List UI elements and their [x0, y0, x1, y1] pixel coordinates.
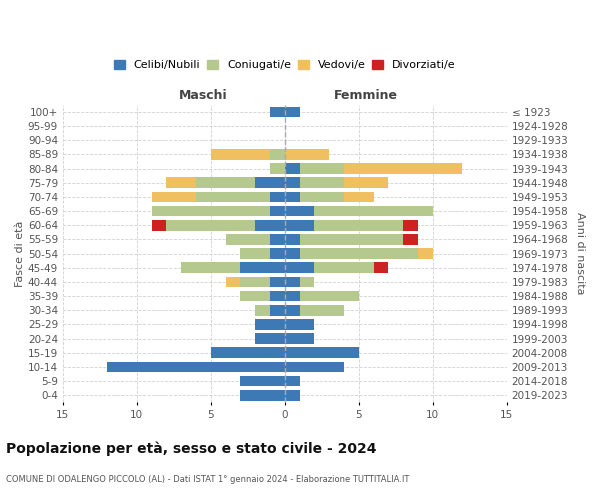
Bar — [226, 276, 241, 287]
Bar — [107, 362, 285, 372]
Bar — [241, 276, 270, 287]
Bar — [285, 376, 299, 386]
Legend: Celibi/Nubili, Coniugati/e, Vedovi/e, Divorziati/e: Celibi/Nubili, Coniugati/e, Vedovi/e, Di… — [114, 60, 456, 70]
Bar — [152, 220, 166, 230]
Bar — [285, 319, 314, 330]
Bar — [285, 305, 299, 316]
Bar — [285, 276, 299, 287]
Bar — [270, 276, 285, 287]
Bar — [299, 291, 359, 302]
Text: Popolazione per età, sesso e stato civile - 2024: Popolazione per età, sesso e stato civil… — [6, 441, 377, 456]
Bar — [299, 234, 403, 245]
Bar — [344, 192, 374, 202]
Bar — [299, 248, 418, 259]
Bar — [270, 192, 285, 202]
Bar — [270, 206, 285, 216]
Bar — [299, 276, 314, 287]
Bar — [211, 348, 285, 358]
Bar — [270, 248, 285, 259]
Bar — [255, 305, 270, 316]
Bar — [270, 291, 285, 302]
Y-axis label: Anni di nascita: Anni di nascita — [575, 212, 585, 295]
Bar — [418, 248, 433, 259]
Bar — [241, 248, 270, 259]
Text: Maschi: Maschi — [179, 89, 228, 102]
Bar — [285, 262, 314, 273]
Bar — [285, 291, 299, 302]
Bar — [255, 220, 285, 230]
Bar — [226, 234, 270, 245]
Bar — [196, 192, 270, 202]
Bar — [241, 262, 285, 273]
Bar — [166, 178, 196, 188]
Bar — [285, 248, 299, 259]
Bar — [255, 334, 285, 344]
Bar — [403, 220, 418, 230]
Y-axis label: Fasce di età: Fasce di età — [15, 220, 25, 287]
Bar — [403, 234, 418, 245]
Bar — [344, 164, 463, 174]
Bar — [196, 178, 255, 188]
Bar — [285, 390, 299, 400]
Bar — [314, 206, 433, 216]
Bar — [241, 291, 270, 302]
Bar — [211, 149, 270, 160]
Bar — [374, 262, 388, 273]
Bar — [285, 234, 299, 245]
Bar — [285, 192, 299, 202]
Bar — [285, 362, 344, 372]
Bar — [255, 319, 285, 330]
Bar — [285, 220, 314, 230]
Bar — [314, 262, 374, 273]
Bar — [270, 106, 285, 118]
Bar — [285, 149, 329, 160]
Bar — [255, 178, 285, 188]
Bar — [270, 305, 285, 316]
Bar — [299, 164, 344, 174]
Bar — [299, 178, 344, 188]
Bar — [344, 178, 388, 188]
Bar — [285, 206, 314, 216]
Bar — [299, 305, 344, 316]
Bar — [285, 106, 299, 118]
Bar — [285, 348, 359, 358]
Bar — [285, 164, 299, 174]
Text: COMUNE DI ODALENGO PICCOLO (AL) - Dati ISTAT 1° gennaio 2024 - Elaborazione TUTT: COMUNE DI ODALENGO PICCOLO (AL) - Dati I… — [6, 476, 409, 484]
Bar — [241, 390, 285, 400]
Bar — [152, 206, 270, 216]
Text: Femmine: Femmine — [334, 89, 398, 102]
Bar — [181, 262, 241, 273]
Bar — [314, 220, 403, 230]
Bar — [270, 234, 285, 245]
Bar — [299, 192, 344, 202]
Bar — [241, 376, 285, 386]
Bar — [166, 220, 255, 230]
Bar — [285, 178, 299, 188]
Bar — [270, 164, 285, 174]
Bar — [270, 149, 285, 160]
Bar — [152, 192, 196, 202]
Bar — [285, 334, 314, 344]
